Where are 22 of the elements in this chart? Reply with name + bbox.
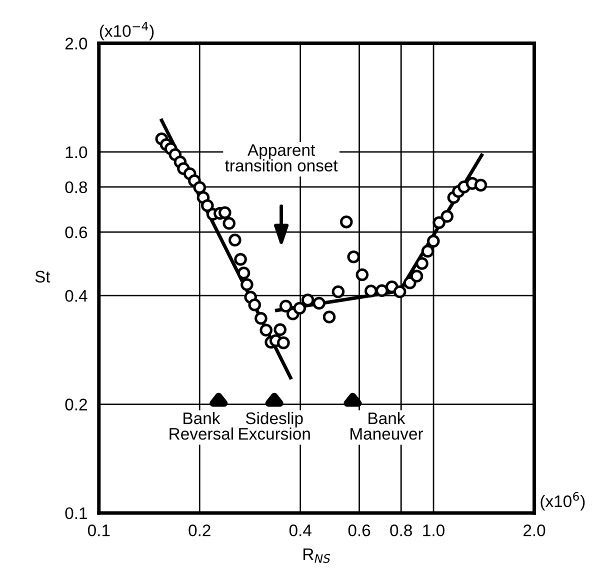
y-tick-label: 0.4 [65,290,88,302]
y-axis-title: St [35,270,50,283]
annotation: Bank Reversal [170,412,233,440]
x-tick-label: 0.4 [289,524,312,536]
x-tick-label: 0.8 [390,524,412,536]
x-tick-label: 0.1 [88,524,110,536]
y-tick-label: 0.6 [65,226,88,238]
y-tick-label: 0.8 [65,181,88,194]
y-tick-label: 0.2 [65,398,87,410]
y-tick-label: 0.1 [65,507,87,520]
annotation: Sideslip Excursion [239,412,310,440]
x-tick-label: 1.0 [423,524,444,536]
x-tick-label: 2.0 [524,524,546,536]
annotation: Apparent transition onset [225,144,338,172]
x-tick-label: 0.6 [348,524,370,536]
text: (x10$^{−4}$) [100,22,154,40]
y-tick-label: 2.0 [65,38,88,50]
text: (x10$^{6}$) [540,492,585,510]
annotation: Bank Maneuver [350,412,424,440]
y-tick-label: 1.0 [66,146,88,158]
x-tick-label: 0.2 [188,524,210,536]
x-axis-title: R$_{NS}$ [304,548,330,563]
